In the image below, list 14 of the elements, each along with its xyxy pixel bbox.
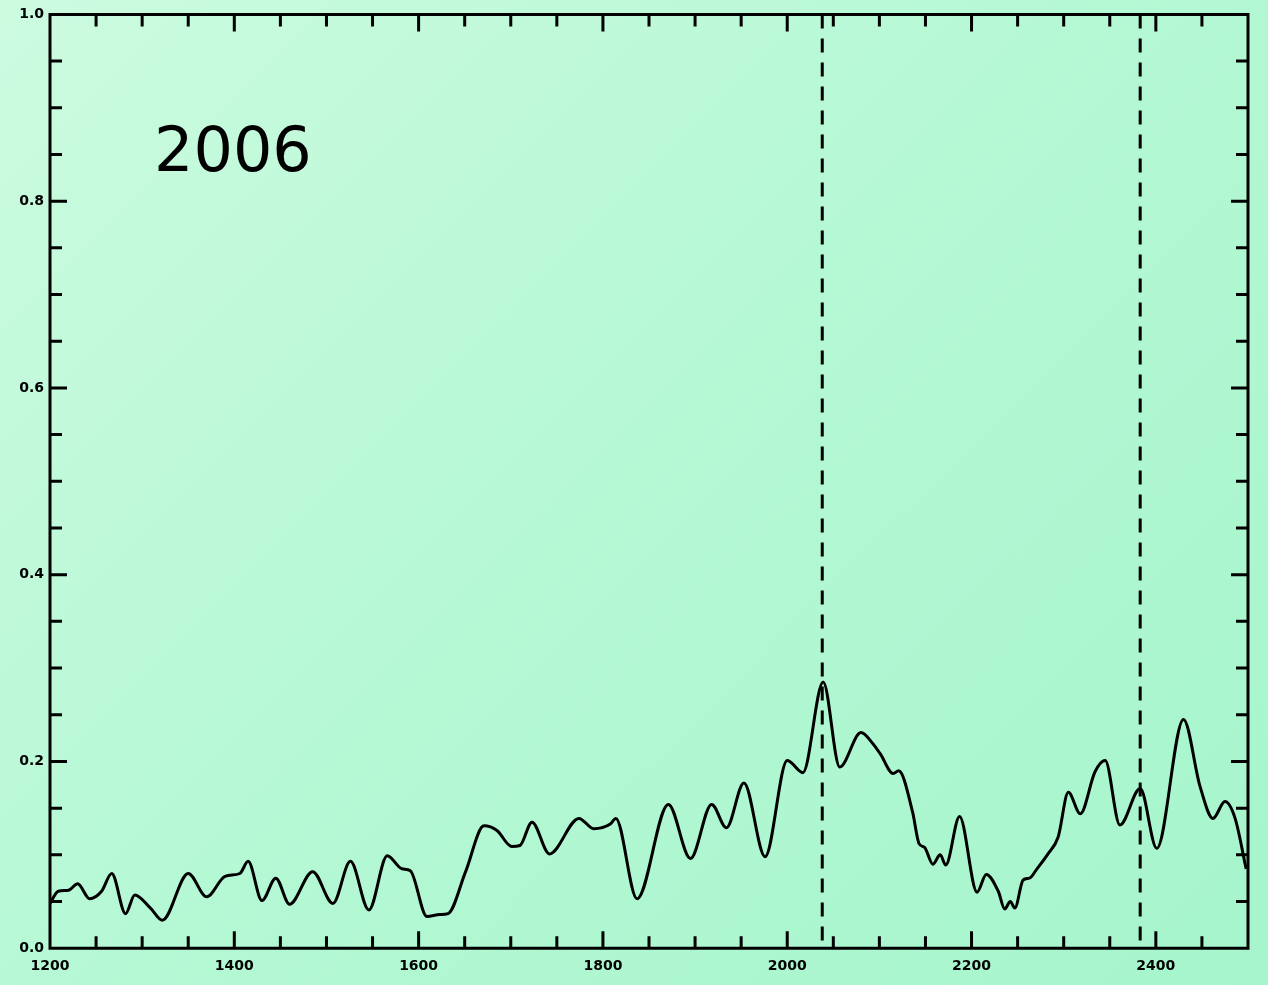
y-tick-label: 0.6: [19, 378, 44, 395]
y-tick-label: 0.4: [19, 565, 45, 582]
annotation: 2006: [154, 113, 312, 187]
y-tick-label: 0.0: [19, 938, 45, 955]
y-tick-label: 1.0: [19, 5, 45, 22]
x-tick-label: 2200: [952, 957, 992, 974]
x-tick-label: 2000: [767, 957, 807, 974]
y-tick-label: 0.2: [19, 752, 44, 769]
y-tick-label: 0.8: [19, 191, 44, 208]
x-tick-label: 1400: [214, 957, 255, 974]
x-tick-label: 1200: [30, 957, 70, 974]
x-tick-label: 1600: [399, 957, 439, 974]
x-tick-label: 1800: [583, 957, 623, 974]
x-tick-label: 2400: [1136, 957, 1176, 974]
